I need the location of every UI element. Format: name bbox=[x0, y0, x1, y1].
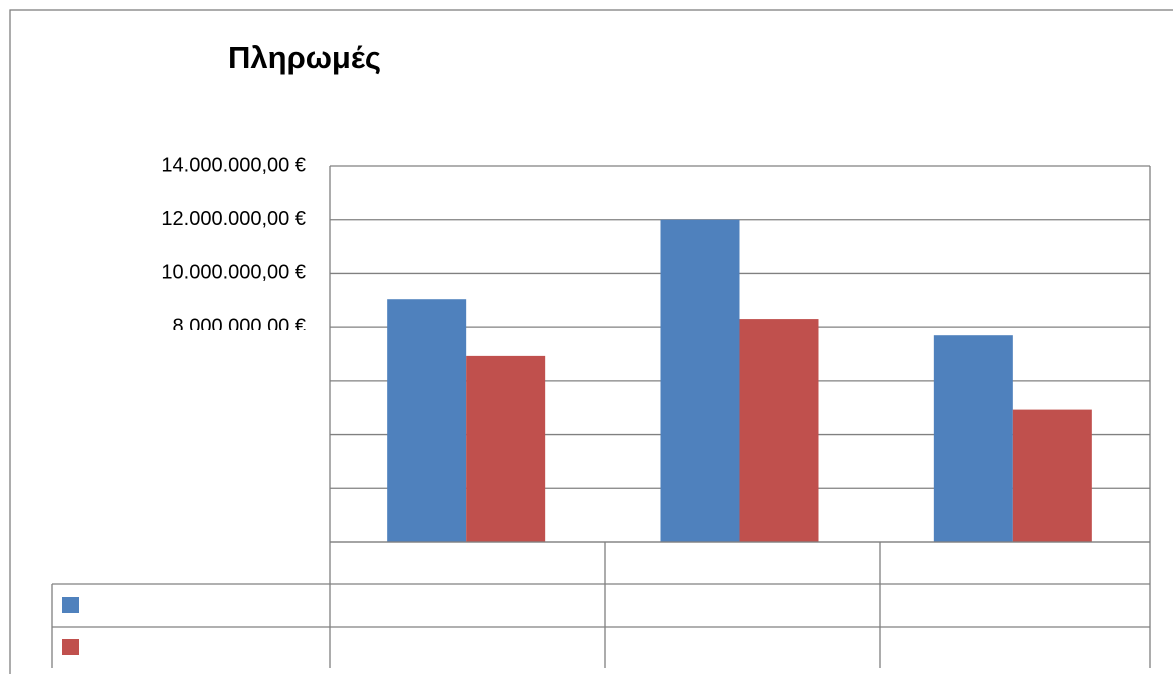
chart-title: Πληρωμές bbox=[228, 40, 381, 75]
legend-swatch bbox=[62, 639, 79, 655]
bar bbox=[466, 355, 546, 542]
y-tick-label: 10.000.000,00 € bbox=[161, 262, 306, 284]
bar bbox=[387, 299, 467, 542]
y-tick-label: 14.000.000,00 € bbox=[161, 154, 306, 176]
y-tick-label: 12.000.000,00 € bbox=[161, 208, 306, 230]
bar bbox=[1012, 409, 1092, 542]
data-table bbox=[51, 166, 1151, 668]
bar bbox=[660, 219, 740, 542]
table-lines bbox=[51, 166, 1151, 668]
bar bbox=[933, 335, 1013, 542]
bar bbox=[739, 319, 819, 542]
legend-swatch bbox=[62, 597, 79, 613]
y-tick-label: 8.000.000,00 € bbox=[173, 315, 306, 337]
